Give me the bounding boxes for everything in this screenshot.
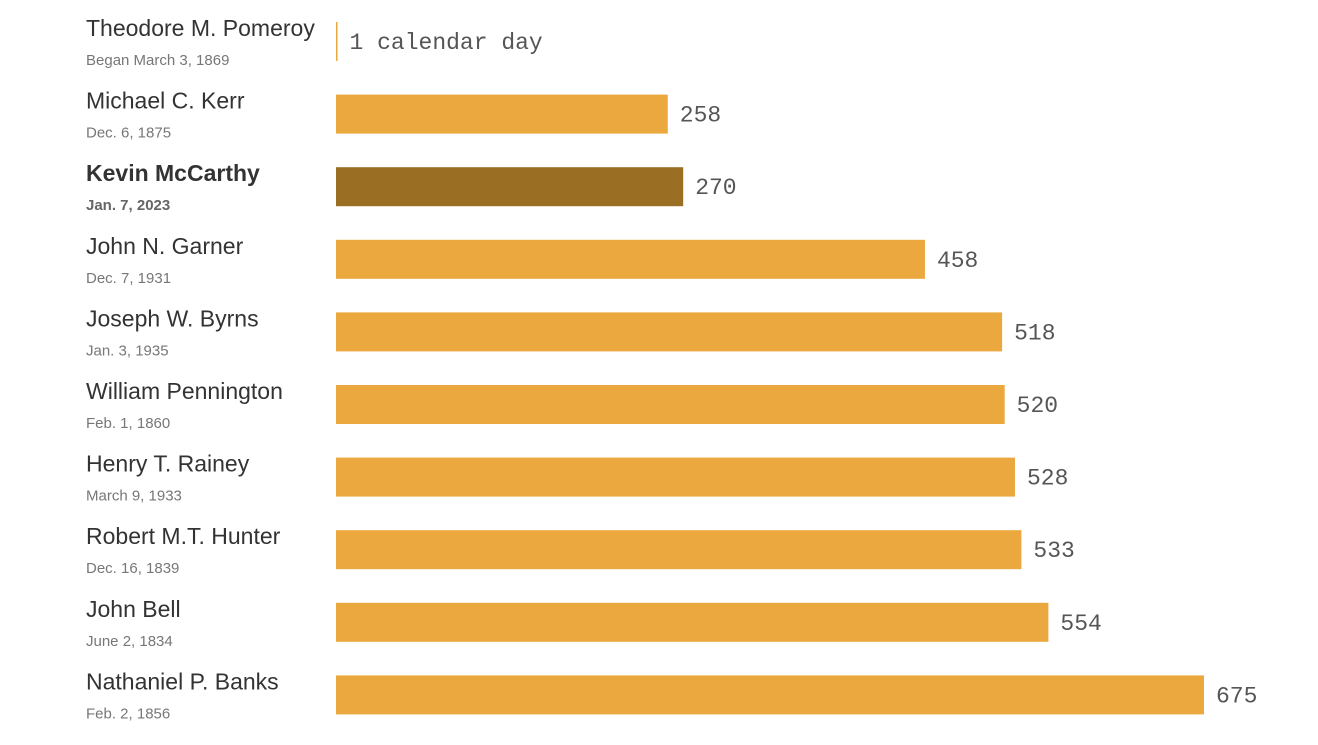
bar-row: Theodore M. Pomeroy Began March 3, 1869 1 … <box>86 15 543 69</box>
category-date-label: Jan. 7, 2023 <box>86 197 170 214</box>
bar-row: Nathaniel P. Banks Feb. 2, 1856 675 <box>86 668 1257 722</box>
category-date-label: March 9, 1933 <box>86 488 182 505</box>
data-label: 458 <box>937 248 978 274</box>
category-label: Joseph W. Byrns <box>86 305 259 331</box>
category-date-label: June 2, 1834 <box>86 633 173 650</box>
category-date-label: Dec. 7, 1931 <box>86 270 171 287</box>
data-label: 528 <box>1027 466 1068 492</box>
bar-row: Henry T. Rainey March 9, 1933 528 <box>86 451 1068 505</box>
bar-row: John Bell June 2, 1834 554 <box>86 596 1102 650</box>
data-label: 554 <box>1060 611 1101 637</box>
category-label: John N. Garner <box>86 233 244 259</box>
data-label: 533 <box>1033 538 1074 564</box>
bar <box>336 530 1022 570</box>
bar-row: John N. Garner Dec. 7, 1931 458 <box>86 233 978 287</box>
category-label: William Pennington <box>86 378 283 404</box>
category-date-label: Feb. 1, 1860 <box>86 415 170 432</box>
bar-row: Joseph W. Byrns Jan. 3, 1935 518 <box>86 305 1056 359</box>
category-label: Kevin McCarthy <box>86 160 260 186</box>
category-date-label: Jan. 3, 1935 <box>86 342 169 359</box>
data-label: 518 <box>1014 320 1055 346</box>
bar <box>336 22 338 61</box>
bar-row: Michael C. Kerr Dec. 6, 1875 258 <box>86 88 721 142</box>
category-label: Henry T. Rainey <box>86 451 250 477</box>
bar <box>336 602 1049 642</box>
data-label: 1 calendar day <box>350 30 543 56</box>
bar <box>336 385 1005 424</box>
highlighted-bar <box>336 167 684 207</box>
category-label: John Bell <box>86 596 181 622</box>
category-label: Theodore M. Pomeroy <box>86 15 315 41</box>
category-date-label: Dec. 6, 1875 <box>86 125 171 142</box>
bar-row: Robert M.T. Hunter Dec. 16, 1839 533 <box>86 523 1075 577</box>
bar <box>336 312 1003 352</box>
category-date-label: Dec. 16, 1839 <box>86 560 179 577</box>
category-label: Robert M.T. Hunter <box>86 523 281 549</box>
bar-row: William Pennington Feb. 1, 1860 520 <box>86 378 1058 432</box>
bar <box>336 94 668 134</box>
data-label: 258 <box>680 103 721 129</box>
bar <box>336 239 925 279</box>
bar <box>336 675 1204 715</box>
category-date-label: Began March 3, 1869 <box>86 52 229 69</box>
data-label: 520 <box>1017 393 1058 419</box>
bar-row: Kevin McCarthy Jan. 7, 2023 270 <box>86 160 737 214</box>
data-label: 675 <box>1216 683 1257 709</box>
data-label: 270 <box>695 175 736 201</box>
category-date-label: Feb. 2, 1856 <box>86 705 170 722</box>
bar <box>336 457 1015 497</box>
category-label: Michael C. Kerr <box>86 88 245 114</box>
category-label: Nathaniel P. Banks <box>86 668 279 694</box>
